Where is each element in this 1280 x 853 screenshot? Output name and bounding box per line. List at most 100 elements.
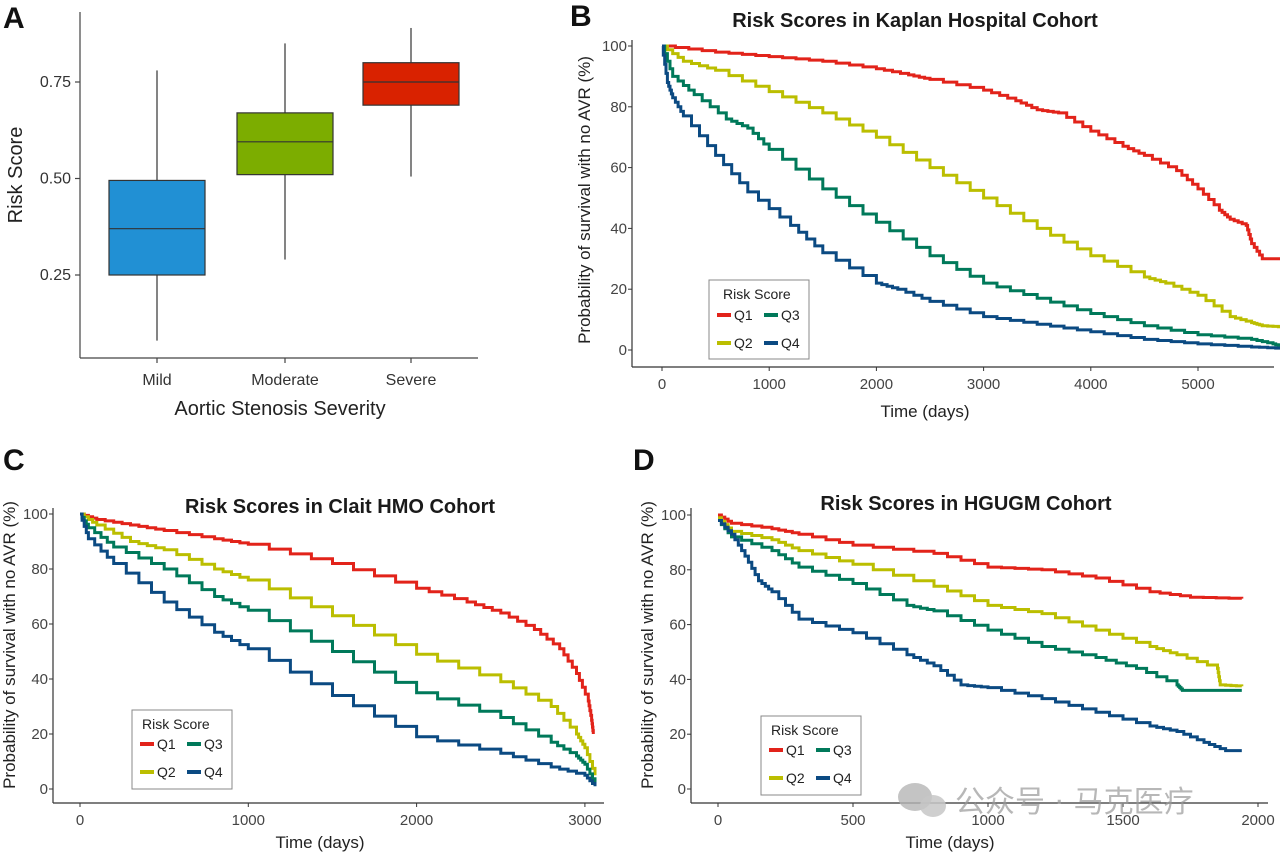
panel-a-boxplot: A Risk Score Aortic Stenosis Severity 0.… bbox=[3, 2, 478, 420]
legend: Risk Score Q1 Q2 Q3 Q4 bbox=[760, 715, 862, 796]
y-tick-label: 0.25 bbox=[40, 267, 71, 284]
watermark-text: 公众号 · 马克医疗 bbox=[955, 785, 1194, 820]
y-tick-label: 20 bbox=[610, 281, 627, 298]
y-tick-label: 0.50 bbox=[40, 171, 71, 188]
x-tick-label: 500 bbox=[840, 812, 865, 829]
y-tick-label: 80 bbox=[610, 99, 627, 116]
series-line-q1 bbox=[718, 513, 1244, 600]
panel-c-km: C Risk Scores in Clait HMO Cohort Probab… bbox=[0, 444, 604, 852]
legend-swatch-q1 bbox=[140, 742, 154, 746]
y-tick-label: 0.75 bbox=[40, 74, 71, 91]
legend-label-q4: Q4 bbox=[833, 770, 852, 786]
chart-title: Risk Scores in HGUGM Cohort bbox=[820, 493, 1111, 515]
panel-letter-c: C bbox=[3, 444, 25, 477]
x-axis-label: Time (days) bbox=[905, 833, 994, 852]
panel-letter-d: D bbox=[633, 444, 655, 477]
y-tick-label: 0 bbox=[40, 781, 48, 798]
y-axis-label: Probability of survival with no AVR (%) bbox=[0, 501, 19, 789]
chart-title: Risk Scores in Kaplan Hospital Cohort bbox=[732, 10, 1098, 32]
legend-label-q3: Q3 bbox=[204, 736, 223, 752]
legend-label-q4: Q4 bbox=[781, 335, 800, 351]
legend-swatch-q2 bbox=[140, 770, 154, 774]
x-tick-label: Severe bbox=[386, 372, 437, 389]
legend-swatch-q3 bbox=[764, 313, 778, 317]
watermark: 公众号 · 马克医疗 bbox=[898, 783, 1194, 820]
series-line-q3 bbox=[718, 519, 1242, 692]
legend: Risk Score Q1 Q2 Q3 Q4 bbox=[131, 709, 233, 790]
panel-letter-a: A bbox=[3, 2, 25, 35]
y-tick-label: 100 bbox=[602, 38, 627, 55]
y-axis-label: Probability of survival with no AVR (%) bbox=[638, 501, 657, 789]
y-tick-label: 100 bbox=[661, 507, 686, 524]
legend-label-q2: Q2 bbox=[786, 770, 805, 786]
panel-d-km: D Risk Scores in HGUGM Cohort Probabilit… bbox=[633, 444, 1275, 852]
legend-title: Risk Score bbox=[723, 286, 791, 302]
panel-letter-b: B bbox=[570, 0, 592, 33]
series-line-q3 bbox=[662, 44, 1280, 348]
legend-label-q2: Q2 bbox=[157, 764, 176, 780]
y-axis-label: Risk Score bbox=[5, 127, 27, 224]
legend-label-q1: Q1 bbox=[734, 307, 753, 323]
box-mild bbox=[108, 179, 206, 276]
legend-label-q4: Q4 bbox=[204, 764, 223, 780]
x-axis-label: Time (days) bbox=[275, 833, 364, 852]
x-tick-label: 1500 bbox=[1106, 812, 1139, 829]
legend-title: Risk Score bbox=[771, 722, 839, 738]
series-line-q1 bbox=[80, 512, 595, 734]
series-line-q4 bbox=[718, 519, 1242, 753]
x-tick-label: Mild bbox=[142, 372, 171, 389]
legend-swatch-q2 bbox=[717, 341, 731, 345]
y-tick-label: 100 bbox=[23, 506, 48, 523]
x-tick-label: 0 bbox=[714, 812, 722, 829]
y-tick-label: 0 bbox=[619, 342, 627, 359]
series-line-q3 bbox=[80, 512, 597, 784]
legend-swatch-q4 bbox=[187, 770, 201, 774]
y-tick-label: 80 bbox=[669, 562, 686, 579]
y-tick-label: 0 bbox=[678, 781, 686, 798]
panel-b-km: B Risk Scores in Kaplan Hospital Cohort … bbox=[570, 0, 1280, 421]
chart-title: Risk Scores in Clait HMO Cohort bbox=[185, 496, 495, 518]
y-axis-label: Probability of survival with no AVR (%) bbox=[575, 56, 594, 344]
legend-box bbox=[760, 715, 862, 796]
y-tick-label: 40 bbox=[610, 220, 627, 237]
x-tick-label: 1000 bbox=[753, 376, 786, 393]
legend-label-q3: Q3 bbox=[833, 742, 852, 758]
x-tick-label: 0 bbox=[76, 812, 84, 829]
x-tick-label: 1000 bbox=[232, 812, 265, 829]
y-tick-label: 40 bbox=[669, 671, 686, 688]
x-tick-label: 2000 bbox=[400, 812, 433, 829]
wechat-icon bbox=[898, 783, 946, 817]
x-tick-label: 5000 bbox=[1181, 376, 1214, 393]
legend-title: Risk Score bbox=[142, 716, 210, 732]
y-tick-label: 60 bbox=[31, 616, 48, 633]
legend-swatch-q1 bbox=[717, 313, 731, 317]
y-tick-label: 60 bbox=[610, 160, 627, 177]
series-line-q1 bbox=[662, 44, 1280, 261]
legend-swatch-q3 bbox=[187, 742, 201, 746]
series-line-q2 bbox=[662, 44, 1280, 329]
legend-label-q2: Q2 bbox=[734, 335, 753, 351]
x-tick-label: 2000 bbox=[1241, 812, 1274, 829]
legend-swatch-q1 bbox=[769, 748, 783, 752]
x-tick-label: Moderate bbox=[251, 372, 319, 389]
x-tick-label: 0 bbox=[658, 376, 666, 393]
legend-swatch-q4 bbox=[764, 341, 778, 345]
x-axis-label: Aortic Stenosis Severity bbox=[174, 398, 385, 420]
series-line-q2 bbox=[718, 516, 1244, 688]
x-tick-label: 3000 bbox=[967, 376, 1000, 393]
legend-label-q1: Q1 bbox=[157, 736, 176, 752]
legend-box bbox=[708, 279, 810, 360]
x-tick-label: 1000 bbox=[971, 812, 1004, 829]
legend-swatch-q2 bbox=[769, 776, 783, 780]
series-line-q2 bbox=[80, 512, 597, 776]
y-tick-label: 20 bbox=[31, 726, 48, 743]
box-severe bbox=[362, 62, 460, 106]
y-tick-label: 40 bbox=[31, 671, 48, 688]
legend-swatch-q4 bbox=[816, 776, 830, 780]
legend-swatch-q3 bbox=[816, 748, 830, 752]
series-line-q4 bbox=[80, 512, 597, 787]
y-tick-label: 60 bbox=[669, 617, 686, 634]
series-line-q4 bbox=[661, 44, 1280, 350]
legend: Risk Score Q1 Q2 Q3 Q4 bbox=[708, 279, 810, 360]
